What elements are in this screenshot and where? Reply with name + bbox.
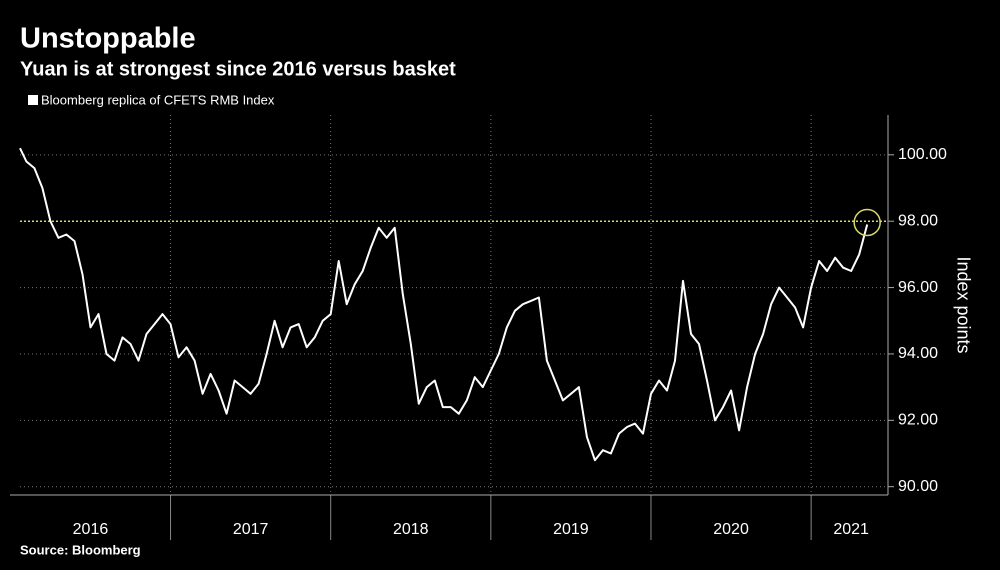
x-tick-label: 2017 — [233, 521, 269, 538]
x-tick-label: 2018 — [393, 521, 429, 538]
x-tick-label: 2016 — [73, 521, 109, 538]
legend-label: Bloomberg replica of CFETS RMB Index — [41, 92, 275, 107]
chart-title: Unstoppable — [20, 23, 196, 55]
x-tick-label: 2021 — [833, 521, 869, 538]
x-tick-label: 2020 — [713, 521, 749, 538]
y-tick-label: 92.00 — [898, 412, 938, 429]
y-tick-label: 96.00 — [898, 279, 938, 296]
y-tick-label: 90.00 — [898, 478, 938, 495]
y-tick-label: 100.00 — [898, 146, 947, 163]
y-tick-label: 98.00 — [898, 212, 938, 229]
y-tick-label: 94.00 — [898, 345, 938, 362]
line-series — [19, 147, 869, 462]
x-tick-label: 2019 — [553, 521, 589, 538]
source: Source: Bloomberg — [20, 542, 141, 557]
chart-subtitle: Yuan is at strongest since 2016 versus b… — [20, 58, 456, 80]
y-axis-label: Index points — [953, 256, 973, 353]
highlight-circle — [853, 208, 881, 237]
legend-swatch — [28, 95, 38, 105]
